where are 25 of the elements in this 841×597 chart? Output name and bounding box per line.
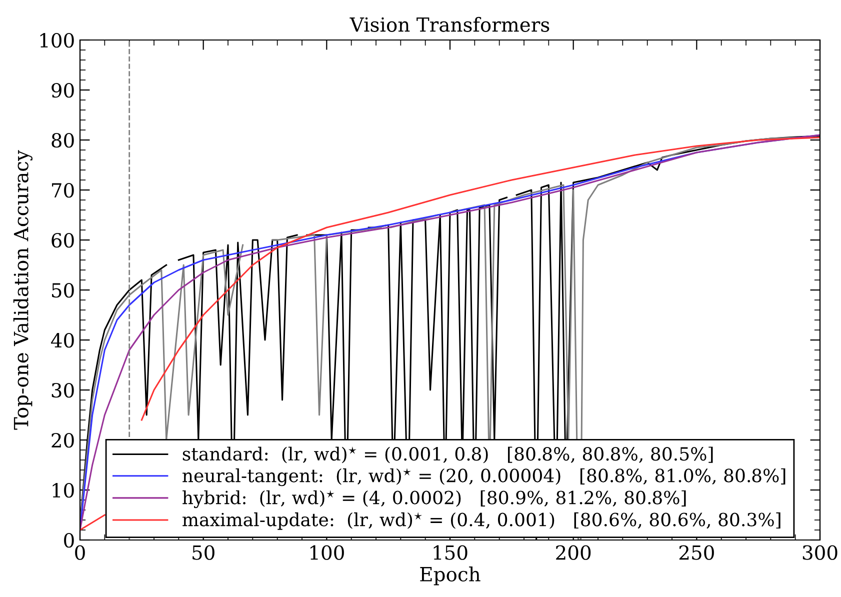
x-tick-label: 250 [679,545,714,560]
x-tick-label: 300 [802,545,838,560]
y-tick-label: 30 [52,382,74,398]
y-tick-label: 80 [52,132,74,148]
chart-title: Vision Transformers [350,16,550,32]
y-tick-label: 10 [52,482,74,498]
legend-label: standard: (lr, wd)$^{⋆}$ = (0.001, 0.8) [80.8%, 80.8%, 80.5%] [182,446,713,464]
legend-label: hybrid: (lr, wd)$^{⋆}$ = (4, 0.0002) [80.9%, 81.2%, 80.8%] [182,490,686,508]
legend-label: neural-tangent: (lr, wd)$^{⋆}$ = (20, 0.00004) [80.8%, 81.0%, 80.8%] [182,468,786,486]
legend-label: maximal-update: (lr, wd)$^{⋆}$ = (0.4, 0.001) [80.6%, 80.6%, 80.3%] [182,512,780,530]
y-tick-label: 100 [40,32,74,48]
y-tick-label: 70 [52,182,74,198]
y-axis-title: Top-one Validation Accuracy [13,150,32,430]
x-tick-label: 50 [192,545,214,560]
y-tick-label: 40 [50,332,74,348]
y-tick-label: 0 [64,532,74,548]
y-tick-label: 20 [52,432,74,448]
x-tick-label: 0 [75,545,85,560]
y-tick-label: 50 [52,282,74,298]
x-tick-label: 150 [434,545,468,560]
y-tick-label: 90 [52,82,74,98]
y-tick-label: 60 [52,232,74,248]
x-tick-label: 100 [310,545,344,560]
x-axis-title: Epoch [420,566,480,586]
x-tick-label: 200 [556,545,591,560]
